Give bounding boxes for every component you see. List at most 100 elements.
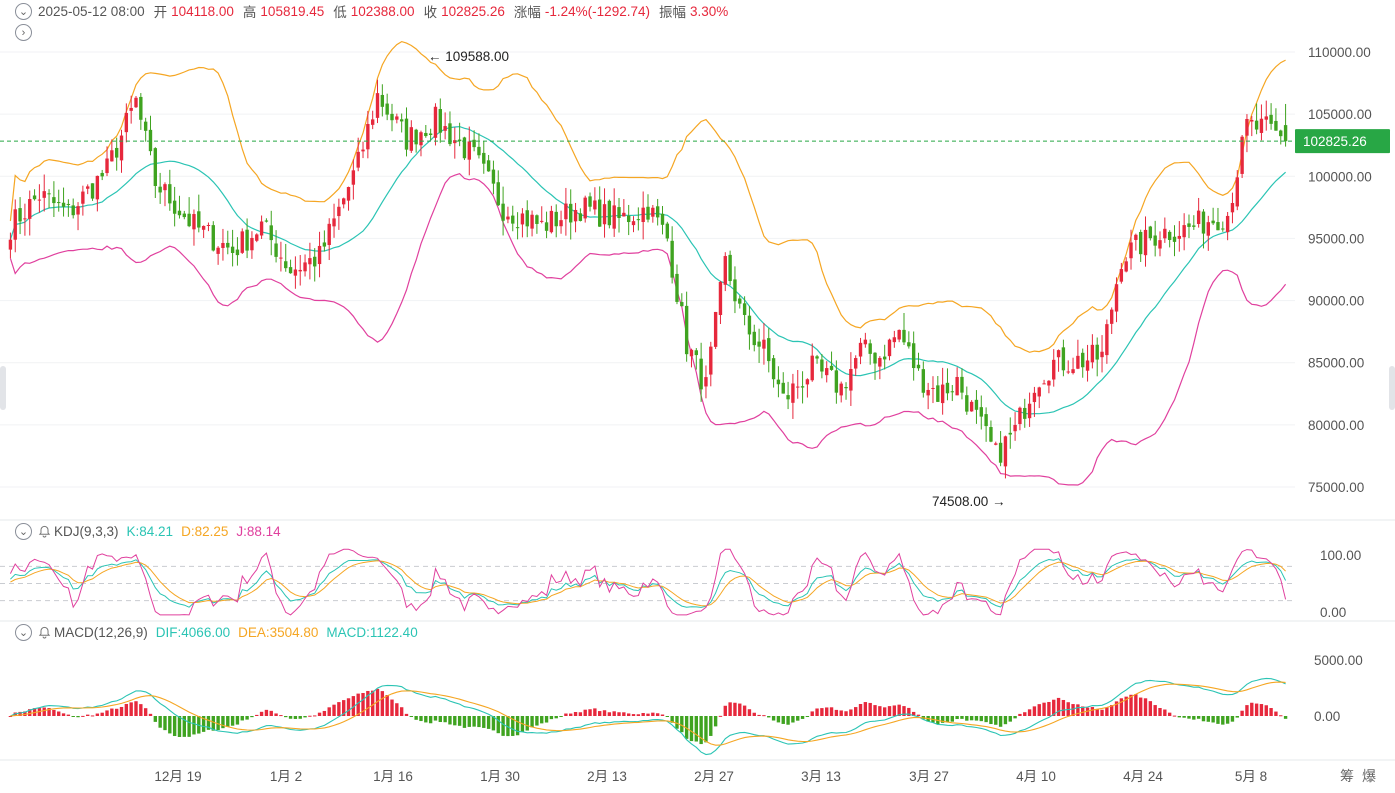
candle-body — [177, 210, 182, 216]
macd-histogram-bar — [366, 690, 370, 716]
macd-histogram-bar — [419, 716, 423, 722]
macd-histogram-bar — [23, 711, 27, 716]
macd-histogram-bar — [902, 706, 906, 716]
macd-histogram-bar — [607, 712, 612, 716]
macd-histogram-bar — [361, 693, 365, 716]
macd-histogram-bar — [409, 716, 414, 717]
macd-histogram-bar — [1230, 716, 1235, 722]
amplitude-label: 振幅 — [658, 5, 686, 20]
macd-histogram-bar — [1153, 705, 1157, 716]
macd-histogram-bar — [18, 711, 22, 716]
candle-body — [511, 215, 515, 224]
right-scroll-handle[interactable] — [1389, 366, 1395, 410]
macd-collapse-icon[interactable]: ⌄ — [15, 624, 32, 641]
macd-histogram-bar — [206, 716, 211, 730]
candle-body — [1027, 403, 1032, 419]
candle-body — [1061, 347, 1066, 371]
candle-body — [1250, 119, 1254, 122]
candle-body — [1052, 359, 1056, 380]
macd-histogram-bar — [8, 716, 13, 717]
macd-histogram-bar — [443, 716, 447, 723]
candle-body — [1235, 177, 1239, 207]
time-tick-label: 1月 30 — [480, 769, 520, 784]
candle-body — [303, 262, 307, 272]
candle-body — [791, 383, 795, 403]
macd-histogram-bar — [825, 707, 829, 716]
candle-body — [226, 242, 230, 248]
macd-histogram-bar — [641, 712, 645, 716]
candle-body — [32, 195, 37, 200]
macd-histogram-bar — [834, 709, 839, 716]
candle-body — [1201, 211, 1206, 234]
candle-body — [433, 106, 438, 138]
macd-histogram-bar — [878, 706, 882, 716]
time-tick-label: 1月 16 — [373, 769, 413, 784]
macd-histogram-bar — [675, 716, 679, 729]
expand-indicators-icon[interactable]: › — [15, 24, 32, 41]
macd-histogram-bar — [1172, 715, 1177, 717]
macd-histogram-bar — [762, 715, 766, 717]
time-tick-label: 12月 19 — [154, 769, 201, 784]
candle-body — [366, 123, 370, 150]
macd-histogram-bar — [491, 716, 496, 731]
candle-body — [974, 399, 979, 410]
candle-body — [1230, 202, 1235, 213]
candle-body — [1211, 220, 1215, 224]
macd-histogram-bar — [1143, 698, 1148, 716]
macd-histogram-bar — [680, 716, 684, 733]
candle-body — [1192, 225, 1196, 227]
macd-histogram-bar — [308, 715, 312, 717]
candle-body — [221, 242, 225, 248]
candle-body — [110, 150, 114, 162]
candle-body — [1023, 407, 1027, 419]
macd-histogram-bar — [699, 716, 703, 745]
macd-histogram-bar — [776, 716, 781, 723]
kdj-name: KDJ(9,3,3) — [54, 524, 119, 539]
candle-body — [573, 209, 578, 222]
candle-body — [385, 103, 389, 115]
candle-body — [1143, 229, 1148, 256]
candle-body — [419, 132, 423, 146]
collapse-icon[interactable]: ⌄ — [15, 2, 32, 20]
candle-body — [313, 256, 317, 267]
kdj-collapse-icon[interactable]: ⌄ — [15, 523, 32, 540]
candle-body — [607, 200, 612, 226]
candle-body — [742, 303, 747, 315]
candle-body — [998, 442, 1003, 463]
macd-histogram-bar — [1114, 701, 1119, 716]
candle-body — [168, 184, 172, 204]
candle-body — [486, 160, 491, 172]
macd-histogram-bar — [559, 716, 563, 717]
macd-histogram-bar — [1259, 704, 1264, 716]
high-annotation: ← 109588.00 — [428, 49, 509, 64]
macd-histogram-bar — [897, 704, 901, 716]
candle-body — [28, 199, 32, 219]
candle-body — [1274, 120, 1278, 131]
macd-histogram-bar — [201, 716, 206, 732]
macd-histogram-bar — [525, 716, 529, 731]
candle-body — [95, 175, 100, 200]
chip-icon[interactable]: 筹 — [1340, 768, 1354, 784]
macd-histogram-bar — [829, 707, 834, 716]
candle-body — [704, 377, 708, 387]
candle-body — [47, 193, 51, 195]
left-scroll-handle[interactable] — [0, 366, 6, 410]
macd-histogram-bar — [351, 696, 356, 716]
macd-histogram-bar — [100, 712, 104, 716]
macd-histogram-bar — [694, 716, 698, 742]
candle-body — [351, 170, 356, 185]
bell-icon[interactable] — [38, 525, 51, 538]
liquidation-icon[interactable]: 爆 — [1362, 768, 1376, 784]
low-value: 102388.00 — [350, 3, 415, 19]
candle-body — [520, 213, 525, 225]
candle-body — [467, 141, 471, 160]
candle-body — [1110, 309, 1114, 324]
macd-histogram-bar — [1163, 709, 1167, 716]
candle-body — [854, 358, 858, 369]
candle-body — [979, 407, 983, 417]
macd-histogram-bar — [1196, 716, 1201, 719]
bell-icon[interactable] — [38, 626, 51, 639]
kdj-j-value: J:88.14 — [236, 524, 281, 539]
candle-body — [926, 389, 930, 396]
